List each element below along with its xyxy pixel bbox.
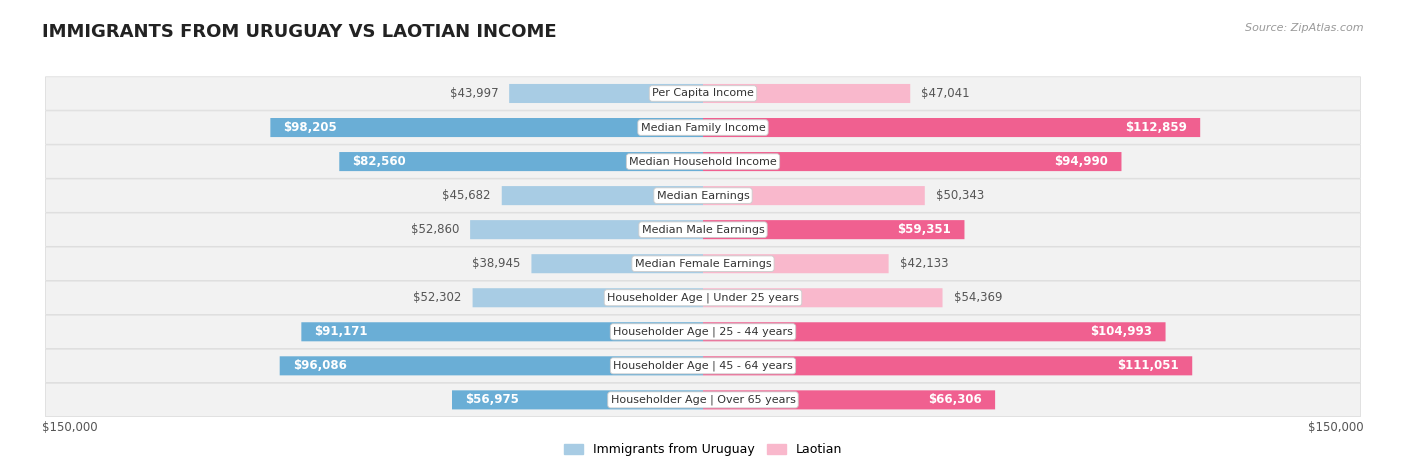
Text: $47,041: $47,041 [921,87,970,100]
Text: Householder Age | Under 25 years: Householder Age | Under 25 years [607,292,799,303]
FancyBboxPatch shape [45,111,1361,144]
Text: $52,302: $52,302 [413,291,461,304]
Text: Per Capita Income: Per Capita Income [652,88,754,99]
FancyBboxPatch shape [45,383,1361,417]
FancyBboxPatch shape [703,220,965,239]
FancyBboxPatch shape [45,77,1361,110]
FancyBboxPatch shape [703,254,889,273]
Text: $150,000: $150,000 [42,421,98,434]
FancyBboxPatch shape [502,186,703,205]
FancyBboxPatch shape [45,349,1361,382]
FancyBboxPatch shape [703,322,1166,341]
FancyBboxPatch shape [703,118,1201,137]
Text: $98,205: $98,205 [284,121,337,134]
FancyBboxPatch shape [703,390,995,410]
FancyBboxPatch shape [703,356,1192,375]
Text: $94,990: $94,990 [1054,155,1108,168]
Text: $59,351: $59,351 [897,223,952,236]
FancyBboxPatch shape [45,247,1361,280]
FancyBboxPatch shape [45,315,1361,348]
Text: $112,859: $112,859 [1125,121,1187,134]
FancyBboxPatch shape [45,145,1361,178]
Text: Median Earnings: Median Earnings [657,191,749,201]
Text: $43,997: $43,997 [450,87,498,100]
FancyBboxPatch shape [270,118,703,137]
FancyBboxPatch shape [301,322,703,341]
FancyBboxPatch shape [703,84,910,103]
Text: $91,171: $91,171 [315,325,368,338]
FancyBboxPatch shape [703,186,925,205]
Text: $66,306: $66,306 [928,393,981,406]
Text: Median Family Income: Median Family Income [641,122,765,133]
Text: $42,133: $42,133 [900,257,948,270]
Text: Householder Age | Over 65 years: Householder Age | Over 65 years [610,395,796,405]
FancyBboxPatch shape [470,220,703,239]
Text: $52,860: $52,860 [411,223,460,236]
Text: $111,051: $111,051 [1118,359,1180,372]
Text: $50,343: $50,343 [936,189,984,202]
FancyBboxPatch shape [45,281,1361,314]
FancyBboxPatch shape [339,152,703,171]
FancyBboxPatch shape [509,84,703,103]
Text: Householder Age | 45 - 64 years: Householder Age | 45 - 64 years [613,361,793,371]
Text: $38,945: $38,945 [472,257,520,270]
Text: $54,369: $54,369 [953,291,1002,304]
Text: Householder Age | 25 - 44 years: Householder Age | 25 - 44 years [613,326,793,337]
FancyBboxPatch shape [45,213,1361,246]
FancyBboxPatch shape [703,152,1122,171]
FancyBboxPatch shape [280,356,703,375]
Text: Median Household Income: Median Household Income [628,156,778,167]
Text: Source: ZipAtlas.com: Source: ZipAtlas.com [1246,23,1364,33]
Text: Median Female Earnings: Median Female Earnings [634,259,772,269]
FancyBboxPatch shape [531,254,703,273]
Text: $104,993: $104,993 [1091,325,1153,338]
Text: $82,560: $82,560 [353,155,406,168]
FancyBboxPatch shape [45,179,1361,212]
Text: IMMIGRANTS FROM URUGUAY VS LAOTIAN INCOME: IMMIGRANTS FROM URUGUAY VS LAOTIAN INCOM… [42,23,557,42]
FancyBboxPatch shape [472,288,703,307]
Text: $56,975: $56,975 [465,393,519,406]
Text: $96,086: $96,086 [292,359,347,372]
Legend: Immigrants from Uruguay, Laotian: Immigrants from Uruguay, Laotian [560,439,846,461]
FancyBboxPatch shape [703,288,942,307]
Text: Median Male Earnings: Median Male Earnings [641,225,765,234]
Text: $45,682: $45,682 [443,189,491,202]
FancyBboxPatch shape [451,390,703,410]
Text: $150,000: $150,000 [1308,421,1364,434]
